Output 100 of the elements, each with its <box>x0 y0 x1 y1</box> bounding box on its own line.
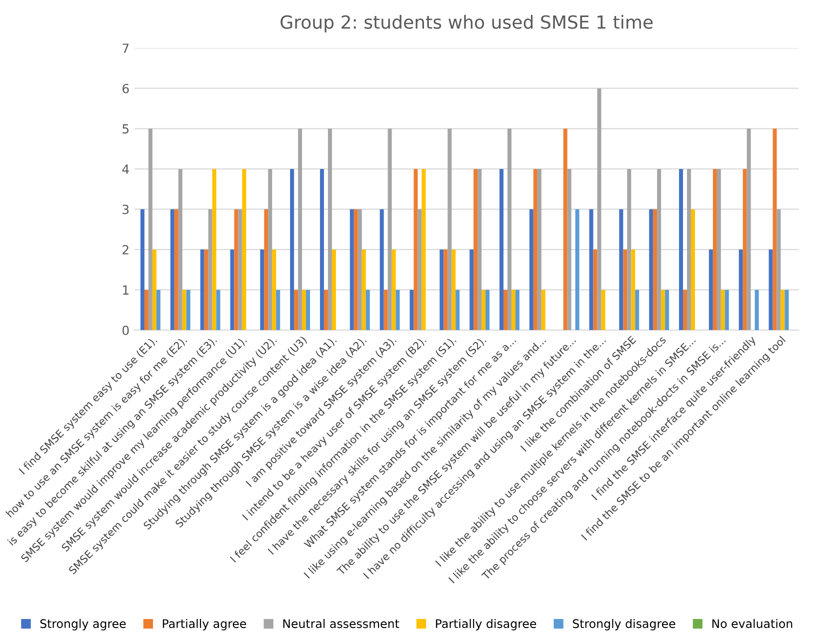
bar <box>511 290 516 330</box>
bar <box>683 290 687 330</box>
y-tick-label: 0 <box>122 326 129 336</box>
bar <box>388 128 392 330</box>
bar <box>276 290 280 330</box>
bar <box>366 290 370 330</box>
bar <box>474 168 478 330</box>
bar <box>144 290 148 330</box>
bar <box>174 209 178 330</box>
bar <box>264 209 268 330</box>
bar <box>623 250 628 330</box>
legend-label: Strongly agree <box>40 618 126 630</box>
bar <box>742 168 747 330</box>
bar <box>204 250 208 330</box>
bar <box>541 290 546 330</box>
bar <box>533 168 538 330</box>
bar <box>515 290 520 330</box>
bar <box>358 209 362 330</box>
bar <box>384 290 388 330</box>
legend-label: Partially agree <box>162 618 246 630</box>
bar <box>260 250 264 330</box>
bar <box>440 250 444 330</box>
bar <box>396 290 400 330</box>
bar <box>140 209 144 330</box>
bar <box>380 209 384 330</box>
bar <box>456 290 460 330</box>
bar <box>575 209 580 330</box>
bar <box>768 250 773 330</box>
bar <box>362 250 366 330</box>
y-tick-label: 7 <box>122 44 129 53</box>
bar <box>452 250 456 330</box>
bar <box>148 128 152 330</box>
y-tick-label: 1 <box>123 285 128 295</box>
bar <box>152 250 156 330</box>
bar <box>350 209 354 330</box>
bar <box>708 250 713 330</box>
bar <box>690 209 695 330</box>
bar <box>601 290 606 330</box>
bar <box>156 290 160 330</box>
bar <box>422 168 426 330</box>
bar <box>738 250 743 330</box>
bar <box>780 290 785 330</box>
bar <box>238 209 242 330</box>
y-tick-label: 4 <box>122 164 129 174</box>
bar <box>444 250 448 330</box>
bar <box>503 290 508 330</box>
bar <box>597 88 602 330</box>
bar <box>720 290 725 330</box>
bar <box>170 209 174 330</box>
legend-label: Neutral assessment <box>283 618 400 628</box>
y-tick-label: 5 <box>122 124 129 134</box>
bar <box>392 250 396 330</box>
bar <box>272 250 276 330</box>
bar <box>486 290 490 330</box>
bar <box>182 290 186 330</box>
legend-label: Strongly disagree <box>572 618 676 630</box>
bar <box>507 128 512 330</box>
y-tick-label: 6 <box>122 84 129 94</box>
bar <box>746 128 751 330</box>
bar <box>470 250 474 330</box>
bar <box>567 168 572 330</box>
bar <box>649 209 654 330</box>
bar <box>268 168 272 330</box>
bar <box>537 168 542 330</box>
bar <box>716 168 721 330</box>
bar <box>563 128 568 330</box>
bar <box>712 168 717 330</box>
legend-label: No evaluation <box>712 618 792 628</box>
bar <box>414 168 418 330</box>
y-tick-label: 3 <box>122 204 129 214</box>
bar <box>687 168 691 330</box>
bar <box>354 209 358 330</box>
bar <box>724 290 729 330</box>
bar <box>478 168 482 330</box>
bar <box>619 209 624 330</box>
bar <box>448 128 452 330</box>
bar <box>302 290 306 330</box>
bar <box>186 290 190 330</box>
bar <box>653 209 658 330</box>
bar <box>200 250 204 330</box>
bar <box>679 168 684 330</box>
bar <box>306 290 310 330</box>
chart-title: Group 2: students who used SMSE 1 time <box>280 14 653 32</box>
bar <box>529 209 534 330</box>
bar <box>212 168 216 330</box>
bar <box>635 290 640 330</box>
bar <box>657 168 662 330</box>
bar <box>242 168 246 330</box>
bar <box>230 250 234 330</box>
bar <box>298 128 302 330</box>
bar <box>234 209 238 330</box>
bar <box>418 209 422 330</box>
bar <box>328 128 332 330</box>
bar <box>593 250 598 330</box>
bar <box>627 168 632 330</box>
bar <box>320 168 324 330</box>
bar <box>665 290 670 330</box>
bar <box>784 290 789 330</box>
bar <box>290 168 294 330</box>
bar <box>661 290 666 330</box>
